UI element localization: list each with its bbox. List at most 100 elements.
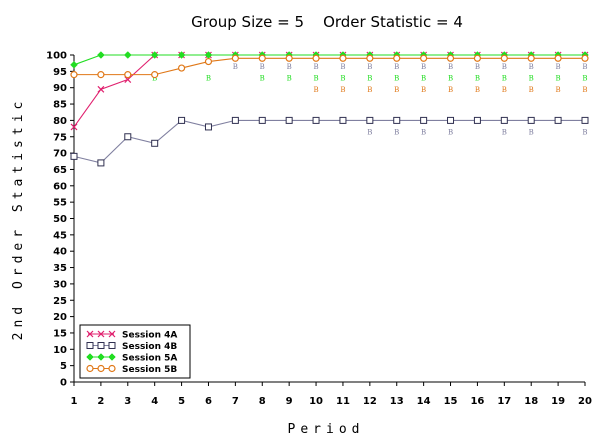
annotation-label: B bbox=[475, 86, 480, 94]
data-point bbox=[86, 353, 94, 361]
data-point bbox=[86, 342, 94, 349]
annotation-label: B bbox=[260, 74, 265, 82]
legend-label: Session 4B bbox=[122, 342, 177, 352]
data-point bbox=[420, 116, 428, 124]
data-point bbox=[366, 116, 374, 124]
data-point bbox=[108, 342, 116, 349]
annotation-label: B bbox=[260, 63, 265, 71]
data-point bbox=[258, 54, 266, 62]
series-0 bbox=[70, 51, 589, 131]
y-tick-label: 35 bbox=[53, 263, 67, 274]
annotation-label: B bbox=[152, 74, 157, 82]
data-point bbox=[393, 116, 401, 124]
annotation-label: B bbox=[394, 74, 399, 82]
data-point bbox=[258, 116, 266, 124]
y-tick-label: 65 bbox=[53, 165, 67, 176]
data-point bbox=[420, 54, 428, 62]
chart-title: Group Size = 5 Order Statistic = 4 bbox=[191, 13, 463, 31]
data-point bbox=[231, 54, 239, 62]
y-tick-label: 60 bbox=[53, 181, 67, 192]
data-point bbox=[285, 54, 293, 62]
data-point bbox=[473, 116, 481, 124]
annotation-label: B bbox=[502, 63, 507, 71]
y-axis-label: 2nd Order Statistic bbox=[11, 97, 26, 341]
data-point bbox=[97, 159, 105, 167]
y-tick-label: 50 bbox=[53, 214, 67, 225]
legend-item: Session 4B bbox=[86, 342, 177, 352]
data-point bbox=[124, 133, 132, 141]
series-line bbox=[73, 54, 585, 128]
data-point bbox=[527, 54, 535, 62]
x-tick-label: 19 bbox=[551, 396, 565, 407]
annotation-label: B bbox=[233, 63, 238, 71]
data-point bbox=[97, 51, 105, 59]
annotation-label: B bbox=[394, 128, 399, 136]
annotation-label: B bbox=[313, 63, 318, 71]
y-tick-label: 75 bbox=[53, 132, 67, 143]
annotation-label: B bbox=[340, 74, 345, 82]
data-point bbox=[97, 342, 105, 349]
legend-label: Session 4A bbox=[122, 331, 177, 341]
data-point bbox=[70, 60, 78, 69]
data-point bbox=[366, 54, 374, 62]
data-point bbox=[581, 116, 589, 124]
chart-annotations: B B B B B B B B B B B B B BB B B B B B BB B B B B B B B B B B B B B BB B B B… bbox=[152, 63, 587, 136]
annotation-label: B bbox=[529, 63, 534, 71]
x-tick-label: 15 bbox=[444, 396, 458, 407]
annotation-label: B bbox=[206, 74, 211, 82]
y-tick-label: 85 bbox=[53, 100, 67, 111]
data-point bbox=[393, 54, 401, 62]
y-tick-label: 25 bbox=[53, 296, 67, 307]
x-tick-label: 4 bbox=[151, 396, 158, 407]
y-tick-label: 100 bbox=[46, 51, 67, 62]
annotation-label: B bbox=[287, 63, 292, 71]
y-tick-label: 20 bbox=[53, 312, 67, 323]
y-tick-label: 45 bbox=[53, 230, 67, 241]
annotation-label: B bbox=[475, 74, 480, 82]
data-point bbox=[86, 330, 94, 338]
annotation-label: B bbox=[582, 63, 587, 71]
data-point bbox=[231, 116, 239, 124]
data-point bbox=[204, 123, 212, 131]
data-point bbox=[446, 54, 455, 62]
data-point bbox=[151, 71, 159, 79]
annotation-label: B bbox=[529, 74, 534, 82]
annotation-label: B bbox=[367, 63, 372, 71]
x-axis-label: Period bbox=[288, 422, 365, 437]
data-point bbox=[70, 152, 78, 160]
data-point bbox=[97, 85, 105, 93]
data-point bbox=[285, 116, 293, 124]
annotation-label: B bbox=[421, 128, 426, 136]
x-tick-label: 6 bbox=[205, 396, 212, 407]
data-point bbox=[123, 51, 132, 59]
annotation-label: B bbox=[421, 63, 426, 71]
chart-series bbox=[70, 51, 589, 167]
data-point bbox=[151, 139, 159, 147]
x-tick-label: 9 bbox=[286, 396, 293, 407]
x-tick-label: 1 bbox=[71, 396, 78, 407]
legend-item: Session 5A bbox=[86, 353, 177, 364]
series-1 bbox=[70, 116, 589, 167]
annotation-label: B bbox=[367, 74, 372, 82]
y-tick-label: 90 bbox=[53, 83, 67, 94]
annotation-label: B bbox=[582, 74, 587, 82]
data-point bbox=[150, 51, 159, 59]
y-tick-label: 70 bbox=[53, 149, 67, 160]
x-tick-label: 12 bbox=[363, 396, 377, 407]
annotation-label: B bbox=[340, 63, 345, 71]
data-point bbox=[177, 64, 186, 72]
data-point bbox=[339, 54, 347, 62]
x-tick-label: 3 bbox=[124, 396, 131, 407]
annotation-label: B bbox=[313, 74, 318, 82]
series-line bbox=[74, 57, 585, 76]
data-point bbox=[204, 57, 213, 66]
y-tick-label: 5 bbox=[60, 361, 67, 372]
chart-ticks: 0510152025303540455055606570758085909510… bbox=[46, 51, 592, 408]
x-tick-label: 5 bbox=[178, 396, 185, 407]
annotation-label: B bbox=[313, 86, 318, 94]
y-tick-label: 15 bbox=[53, 328, 67, 339]
data-point bbox=[97, 71, 105, 79]
data-point bbox=[527, 116, 535, 124]
annotation-label: B bbox=[421, 86, 426, 94]
